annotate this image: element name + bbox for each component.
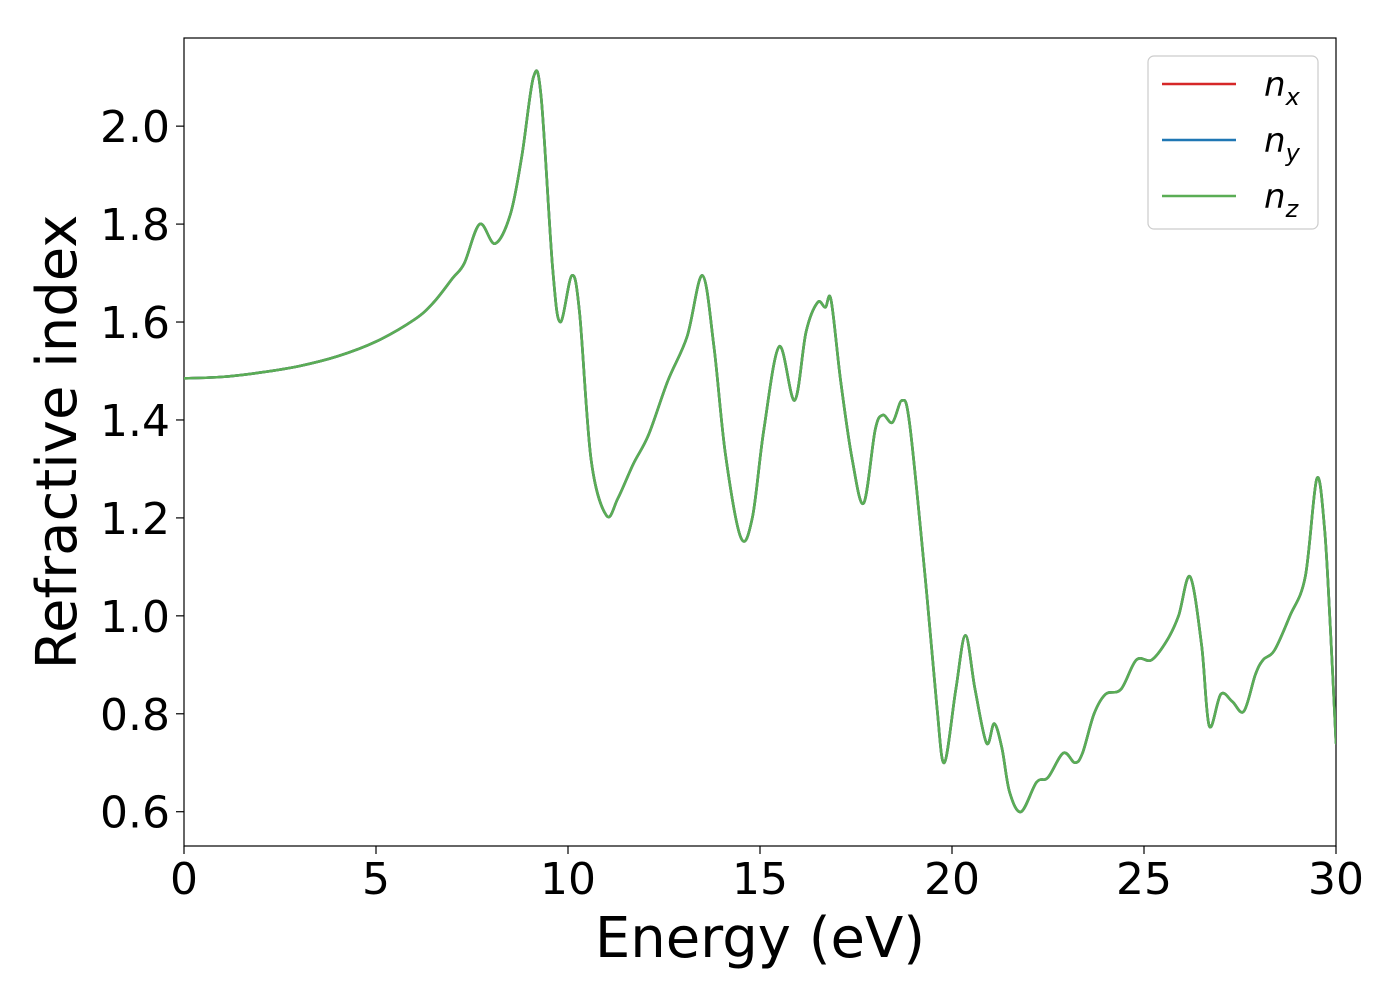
y-tick-label: 0.6 <box>100 788 170 839</box>
legend-label-base: n <box>1264 65 1286 105</box>
x-axis: 0 5 10 15 20 25 30 <box>170 846 1364 905</box>
x-tick-label: 25 <box>1116 854 1172 905</box>
x-tick-label: 0 <box>170 854 198 905</box>
x-tick-label: 20 <box>924 854 980 905</box>
legend-label-n-z: nz <box>1264 177 1300 223</box>
legend-label-subscript: x <box>1285 83 1301 111</box>
x-tick-label: 30 <box>1308 854 1364 905</box>
legend-label-base: n <box>1264 121 1286 161</box>
x-tick-label: 5 <box>362 854 390 905</box>
y-axis: 0.6 0.8 1.0 1.2 1.4 1.6 1.8 2.0 <box>100 102 184 839</box>
x-axis-label: Energy (eV) <box>595 906 925 971</box>
legend-label-n-y: ny <box>1264 121 1301 167</box>
legend-box <box>1147 55 1319 230</box>
legend-label-subscript: y <box>1285 139 1301 167</box>
y-axis-label: Refractive index <box>25 215 90 670</box>
legend-label-n-x: nx <box>1264 65 1301 111</box>
y-tick-label: 1.2 <box>100 494 170 545</box>
y-tick-label: 1.4 <box>100 396 170 447</box>
y-tick-label: 1.0 <box>100 592 170 643</box>
plot-area <box>183 37 1337 847</box>
x-tick-label: 10 <box>540 854 596 905</box>
y-tick-label: 1.8 <box>100 200 170 251</box>
axes-frame <box>183 37 1337 847</box>
y-tick-label: 1.6 <box>100 298 170 349</box>
series-line-n-z <box>184 69 1336 814</box>
legend-label-base: n <box>1264 177 1286 217</box>
y-tick-label: 2.0 <box>100 102 170 153</box>
series-layer <box>184 69 1336 814</box>
y-tick-label: 0.8 <box>100 690 170 741</box>
legend-label-subscript: z <box>1285 195 1300 223</box>
x-tick-label: 15 <box>732 854 788 905</box>
